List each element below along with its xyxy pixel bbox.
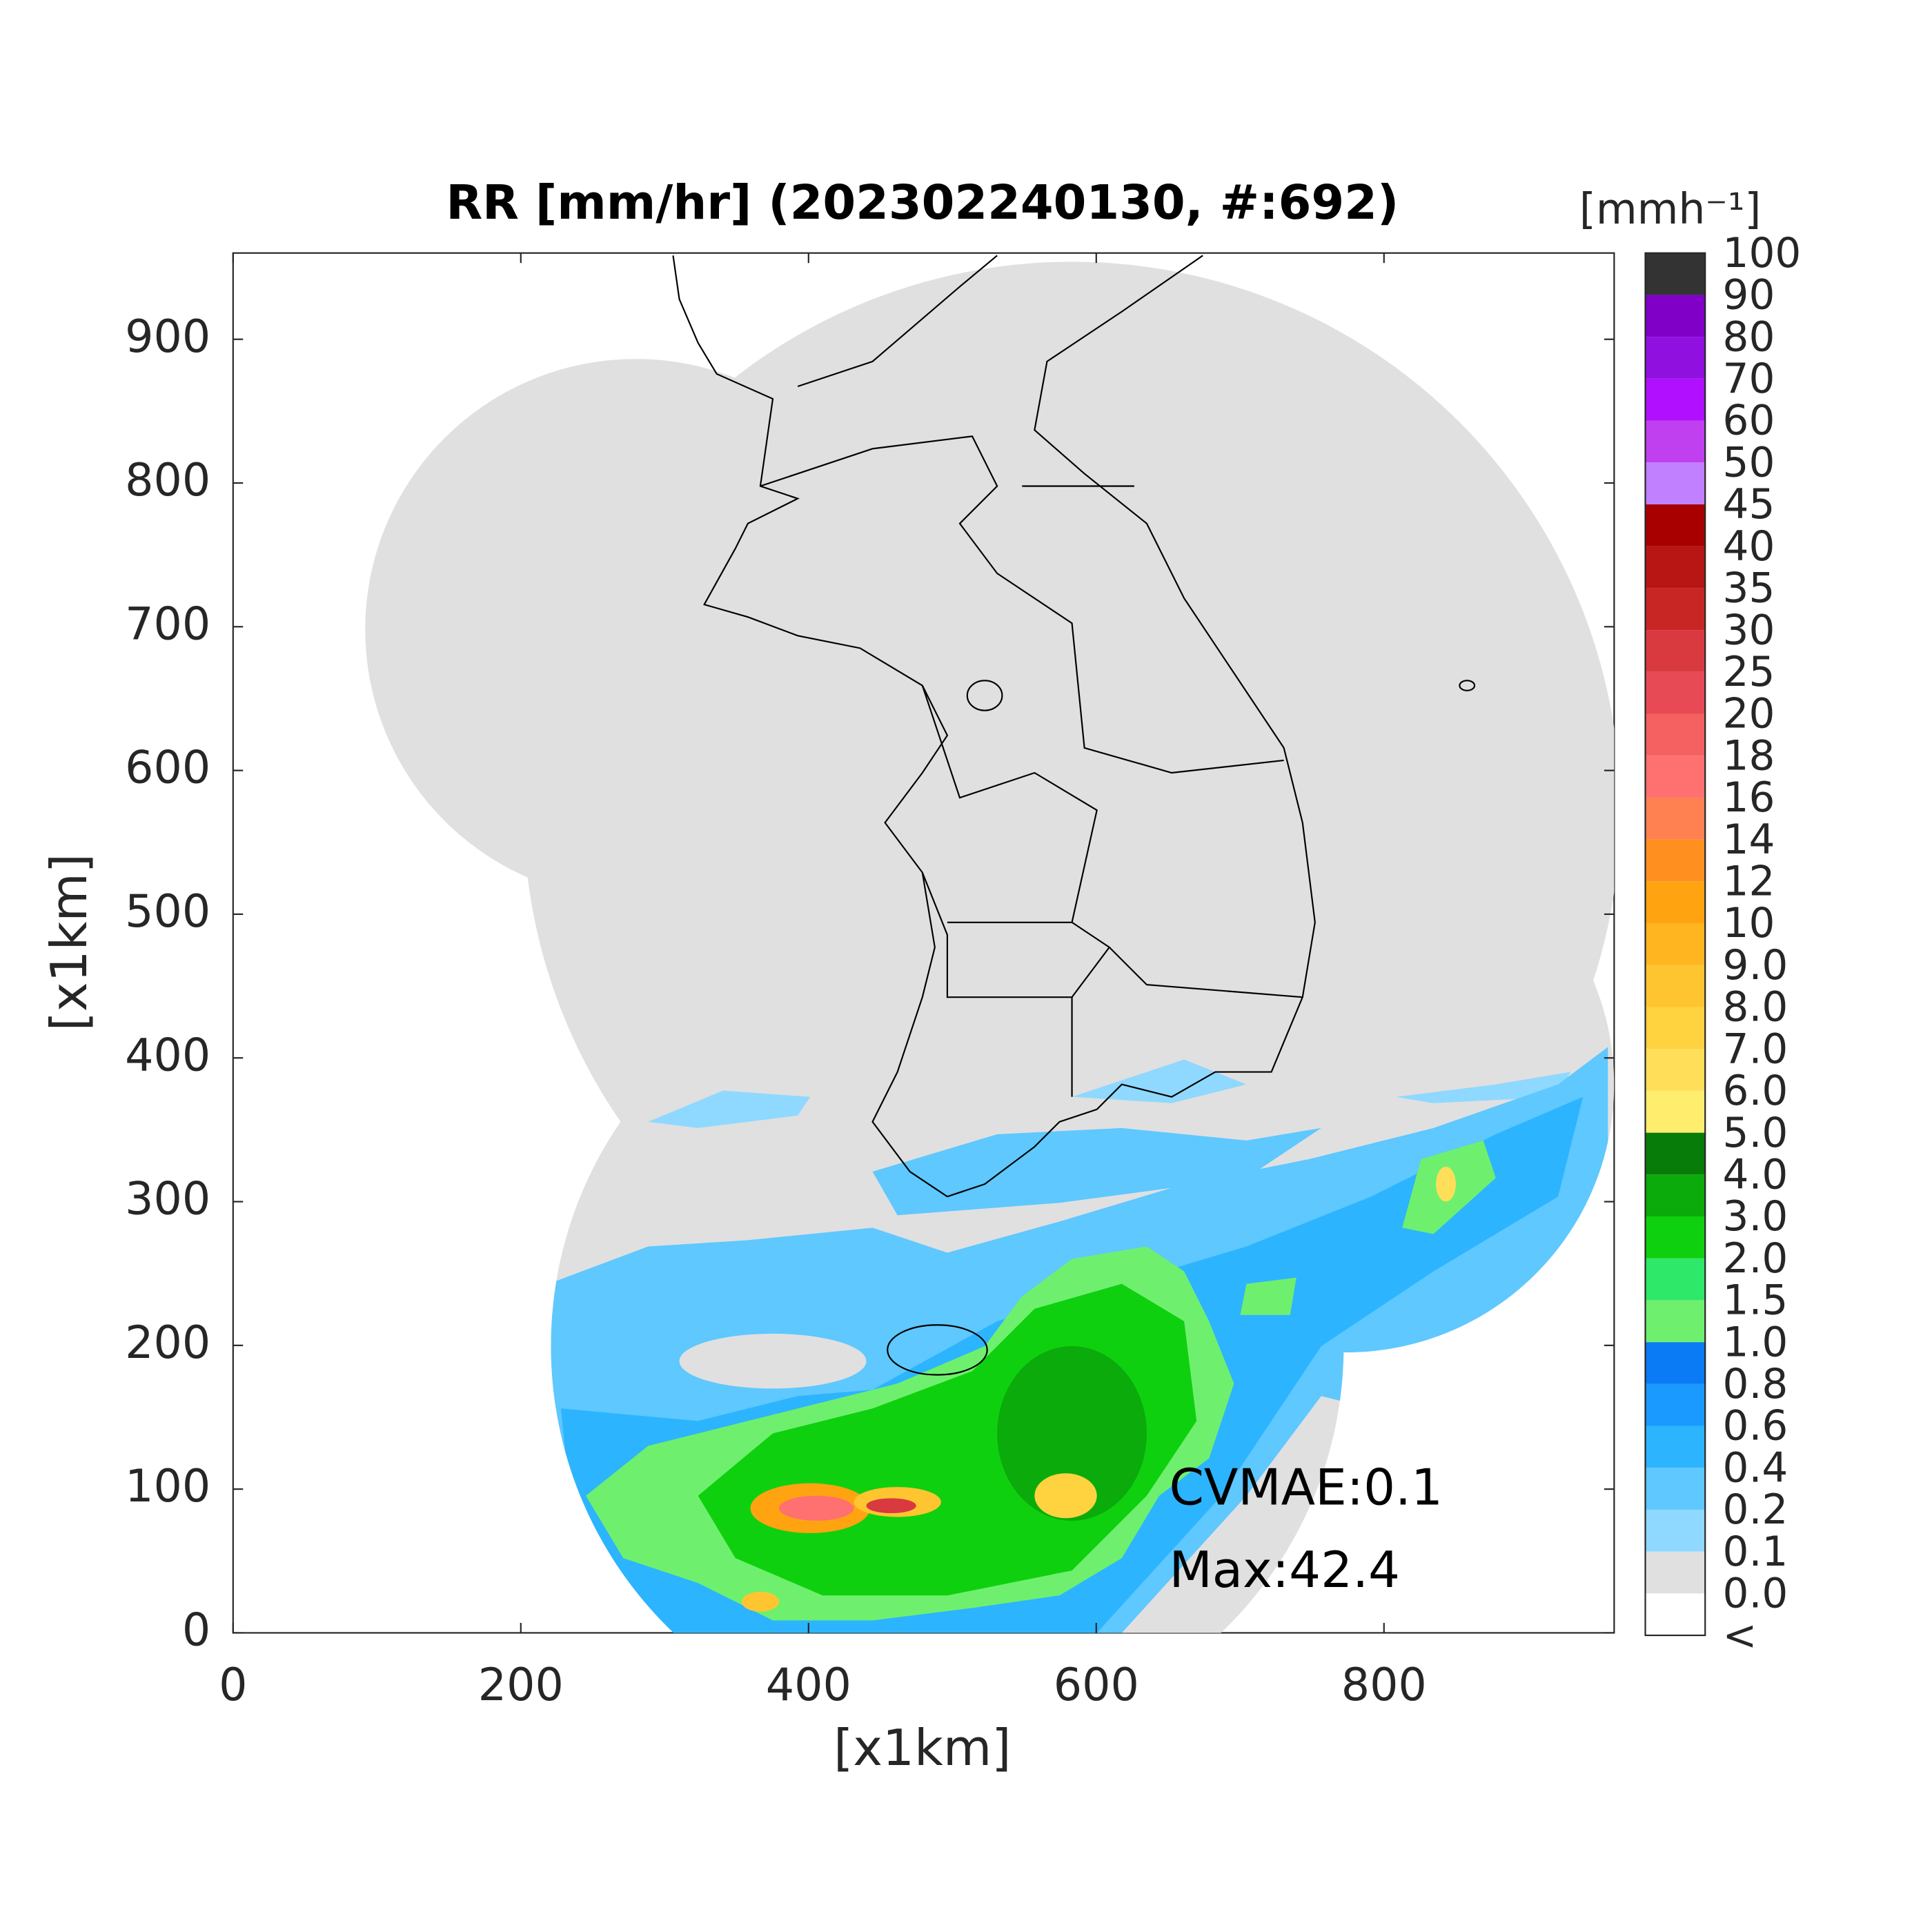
colorbar-bin bbox=[1645, 420, 1706, 463]
coastline bbox=[672, 255, 1476, 1376]
x-tick-label: 800 bbox=[1341, 1659, 1427, 1711]
y-tick-label: 300 bbox=[125, 1174, 210, 1225]
colorbar-bin bbox=[1645, 965, 1706, 1007]
x-axis-label: [x1km] bbox=[834, 1719, 1011, 1777]
colorbar-label: 80 bbox=[1723, 313, 1775, 361]
colorbar-bin bbox=[1645, 1090, 1706, 1133]
colorbar-label: 35 bbox=[1723, 565, 1775, 613]
colorbar-bin bbox=[1645, 1132, 1706, 1175]
colorbar-bin bbox=[1645, 923, 1706, 965]
y-tick-label: 600 bbox=[125, 742, 210, 794]
colorbar-label: 2.0 bbox=[1723, 1235, 1788, 1283]
colorbar-title: [mmh⁻¹] bbox=[1579, 185, 1762, 234]
colorbar-label: 12 bbox=[1723, 858, 1775, 906]
colorbar-label: 70 bbox=[1723, 355, 1775, 403]
colorbar-label: 0.8 bbox=[1723, 1361, 1788, 1408]
colorbar-bin bbox=[1645, 546, 1706, 589]
chart-title: RR [mm/hr] (202302240130, #:692) bbox=[446, 175, 1399, 230]
colorbar-label: 0.2 bbox=[1723, 1486, 1788, 1534]
colorbar-bin bbox=[1645, 839, 1706, 882]
colorbar-bin bbox=[1645, 1300, 1706, 1343]
colorbar-bin bbox=[1645, 253, 1706, 295]
annotation: CVMAE:0.1 bbox=[1169, 1459, 1443, 1517]
colorbar-label: 8.0 bbox=[1723, 984, 1788, 1032]
colorbar-label: 18 bbox=[1723, 732, 1775, 780]
colorbar-bin bbox=[1645, 1551, 1706, 1594]
colorbar-bin bbox=[1645, 1468, 1706, 1510]
x-tick-label: 200 bbox=[478, 1659, 564, 1711]
colorbar-bin bbox=[1645, 462, 1706, 504]
x-tick-label: 400 bbox=[766, 1659, 851, 1711]
y-tick-label: 800 bbox=[125, 455, 210, 506]
colorbar-bin bbox=[1645, 588, 1706, 631]
y-tick-label: 400 bbox=[125, 1029, 210, 1081]
colorbar-bin bbox=[1645, 713, 1706, 756]
x-tick-label: 0 bbox=[219, 1659, 247, 1711]
y-tick-label: 0 bbox=[182, 1605, 210, 1657]
colorbar-bin bbox=[1645, 797, 1706, 840]
colorbar-bin bbox=[1645, 1383, 1706, 1426]
colorbar-bin bbox=[1645, 378, 1706, 421]
colorbar-label: 40 bbox=[1723, 523, 1775, 571]
colorbar-bin bbox=[1645, 1258, 1706, 1301]
colorbar-label: 10 bbox=[1723, 900, 1775, 947]
colorbar-bin bbox=[1645, 881, 1706, 924]
annotation: Max:42.4 bbox=[1169, 1541, 1400, 1599]
y-tick-label: 200 bbox=[125, 1317, 210, 1369]
colorbar-label: 90 bbox=[1723, 272, 1775, 319]
colorbar-bin bbox=[1645, 1593, 1706, 1636]
colorbar-label: < bbox=[1723, 1612, 1757, 1659]
colorbar-label: 3.0 bbox=[1723, 1193, 1788, 1241]
colorbar-bin bbox=[1645, 630, 1706, 672]
colorbar-label: 0.6 bbox=[1723, 1403, 1788, 1450]
y-axis-label: [x1km] bbox=[41, 854, 99, 1031]
colorbar-bin bbox=[1645, 1007, 1706, 1049]
colorbar-label: 0.4 bbox=[1723, 1444, 1788, 1492]
colorbar-bin bbox=[1645, 504, 1706, 546]
colorbar-label: 5.0 bbox=[1723, 1110, 1788, 1157]
y-tick-label: 900 bbox=[125, 311, 210, 363]
colorbar-bin bbox=[1645, 671, 1706, 714]
colorbar-label: 45 bbox=[1723, 481, 1775, 529]
colorbar-label: 7.0 bbox=[1723, 1025, 1788, 1073]
colorbar-label: 100 bbox=[1723, 230, 1802, 277]
precipitation bbox=[548, 1047, 1608, 1633]
colorbar-bin bbox=[1645, 295, 1706, 337]
colorbar-label: 6.0 bbox=[1723, 1067, 1788, 1115]
colorbar-bin bbox=[1645, 1342, 1706, 1384]
colorbar-label: 20 bbox=[1723, 691, 1775, 738]
y-tick-label: 500 bbox=[125, 886, 210, 938]
colorbar-bin bbox=[1645, 1049, 1706, 1091]
colorbar-label: 4.0 bbox=[1723, 1151, 1788, 1199]
colorbar-label: 60 bbox=[1723, 397, 1775, 445]
colorbar-label: 50 bbox=[1723, 439, 1775, 486]
colorbar-bin bbox=[1645, 1216, 1706, 1259]
x-tick-label: 600 bbox=[1054, 1659, 1139, 1711]
colorbar-bin bbox=[1645, 337, 1706, 379]
y-tick-label: 100 bbox=[125, 1461, 210, 1512]
colorbar-label: 9.0 bbox=[1723, 942, 1788, 989]
colorbar-label: 16 bbox=[1723, 774, 1775, 822]
colorbar-label: 25 bbox=[1723, 649, 1775, 696]
colorbar-label: 1.5 bbox=[1723, 1277, 1788, 1325]
colorbar-frame bbox=[1644, 252, 1706, 1637]
radar-map bbox=[365, 255, 1615, 1633]
colorbar-bin bbox=[1645, 1174, 1706, 1216]
colorbar-label: 0.1 bbox=[1723, 1528, 1788, 1576]
colorbar-label: 1.0 bbox=[1723, 1319, 1788, 1366]
y-tick-label: 700 bbox=[125, 598, 210, 650]
colorbar-label: 0.0 bbox=[1723, 1570, 1788, 1618]
colorbar-label: 14 bbox=[1723, 816, 1775, 864]
colorbar-bin bbox=[1645, 1509, 1706, 1552]
colorbar-bin bbox=[1645, 756, 1706, 798]
colorbar-bin bbox=[1645, 1426, 1706, 1468]
colorbar-label: 30 bbox=[1723, 607, 1775, 654]
